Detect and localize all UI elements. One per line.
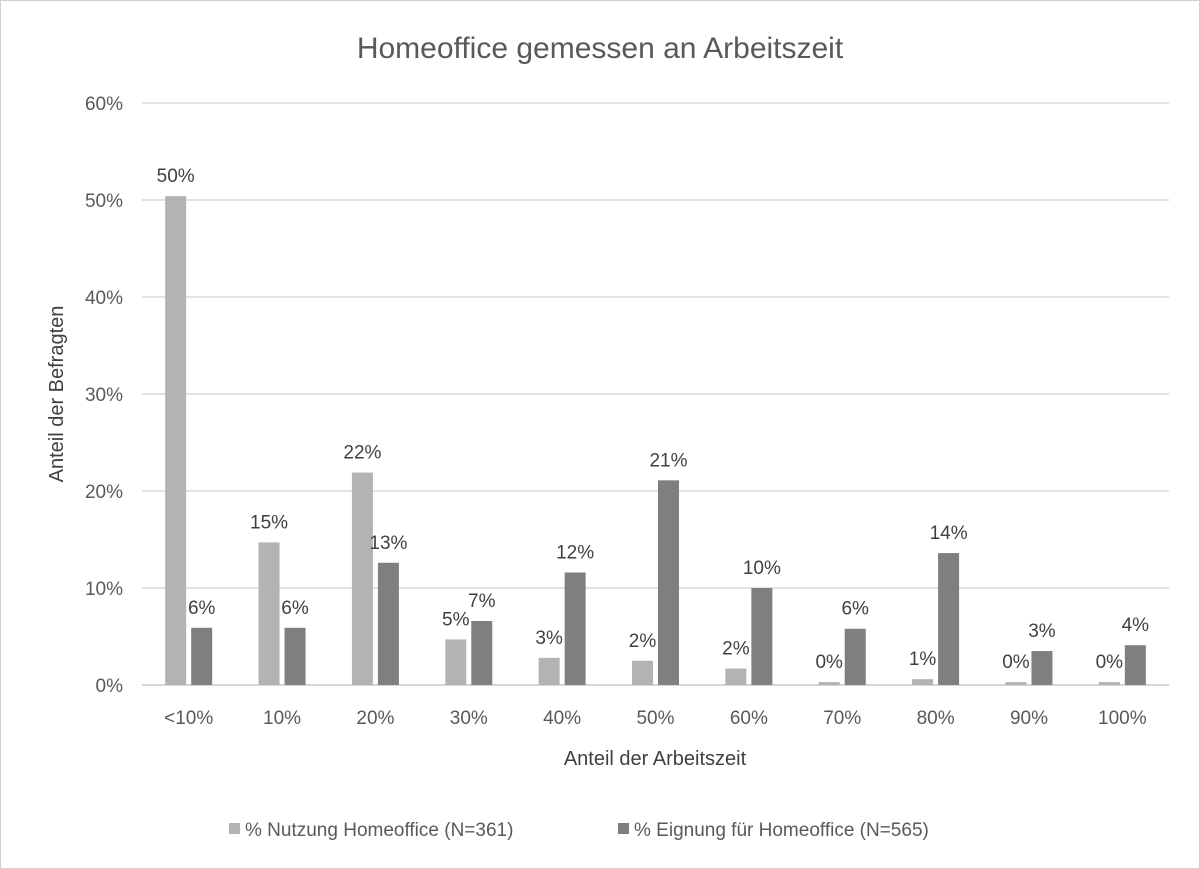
data-label: 14% — [930, 523, 968, 544]
x-tick-label: 100% — [1098, 708, 1147, 729]
data-label: 13% — [369, 533, 407, 554]
x-tick-label: 90% — [1010, 708, 1048, 729]
data-label: 0% — [1096, 652, 1124, 673]
bar — [658, 480, 679, 685]
x-tick-label: 10% — [263, 708, 301, 729]
x-axis-label: Anteil der Arbeitszeit — [564, 748, 747, 770]
bar — [1098, 682, 1120, 685]
bar — [471, 620, 493, 685]
x-tick-label: 20% — [356, 708, 394, 729]
x-tick-label: <10% — [164, 708, 213, 729]
y-tick-label: 10% — [85, 579, 123, 600]
bar — [538, 657, 560, 685]
x-axis-ticks: <10% 10% 20% 30% 40% 50% 60% 70% 80% 90% 100% — [164, 708, 1147, 729]
gridlines — [142, 102, 1169, 686]
data-label: 3% — [1028, 621, 1056, 642]
data-label: 6% — [188, 598, 216, 619]
data-label: 0% — [1002, 652, 1030, 673]
data-label: 4% — [1122, 615, 1150, 636]
data-label: 21% — [649, 450, 687, 471]
bar — [725, 668, 747, 685]
bar — [818, 682, 840, 685]
bar — [938, 553, 960, 685]
chart-title: Homeoffice gemessen an Arbeitszeit — [357, 32, 844, 65]
bar — [445, 639, 467, 685]
bar — [1031, 651, 1053, 685]
data-label: 2% — [629, 631, 657, 652]
bar — [191, 627, 213, 685]
data-label: 6% — [841, 599, 869, 620]
bar — [1124, 645, 1146, 685]
legend: % Nutzung Homeoffice (N=361) % Eignung fü… — [229, 820, 929, 841]
legend-swatch — [229, 823, 240, 834]
data-labels: 50% 6% 15% 6% 22% 13% 5%7% 3% 12% 2% 21% 2% 10% 0% 6% 1… — [157, 166, 1149, 673]
y-axis-label: Anteil der Befragten — [46, 306, 68, 483]
y-tick-label: 50% — [85, 191, 123, 212]
x-tick-label: 30% — [450, 708, 488, 729]
bar — [912, 679, 934, 685]
y-tick-label: 30% — [85, 385, 123, 406]
data-label: 15% — [250, 512, 288, 533]
x-tick-label: 60% — [730, 708, 768, 729]
bar — [1005, 682, 1027, 685]
data-label: 50% — [157, 166, 195, 187]
bar — [751, 588, 773, 685]
y-tick-label: 60% — [85, 94, 123, 115]
x-tick-label: 80% — [917, 708, 955, 729]
data-label: 6% — [281, 598, 309, 619]
bar — [351, 472, 373, 685]
data-label: 1% — [909, 649, 937, 670]
bars — [165, 196, 1146, 685]
bar — [377, 562, 399, 685]
data-label: 7% — [468, 591, 496, 612]
data-label: 3% — [535, 628, 563, 649]
y-tick-label: 0% — [96, 676, 124, 697]
x-tick-label: 40% — [543, 708, 581, 729]
data-label: 12% — [556, 542, 594, 563]
x-tick-label: 50% — [636, 708, 674, 729]
data-label: 0% — [815, 652, 843, 673]
bar — [165, 196, 187, 685]
bar — [632, 660, 653, 685]
legend-entry: % Eignung für Homeoffice (N=565) — [634, 820, 929, 841]
bar — [258, 542, 280, 685]
y-tick-label: 20% — [85, 482, 123, 503]
x-tick-label: 70% — [823, 708, 861, 729]
data-label: 10% — [743, 558, 781, 579]
data-label: 5% — [442, 609, 470, 630]
legend-entry: % Nutzung Homeoffice (N=361) — [245, 820, 513, 841]
y-axis-ticks: 0% 10% 20% 30% 40% 50% 60% — [85, 94, 123, 697]
y-tick-label: 40% — [85, 288, 123, 309]
data-label: 22% — [343, 443, 381, 464]
bar — [564, 572, 586, 685]
legend-swatch — [618, 823, 629, 834]
bar — [284, 627, 306, 685]
bar — [844, 628, 866, 685]
data-label: 2% — [722, 639, 750, 660]
